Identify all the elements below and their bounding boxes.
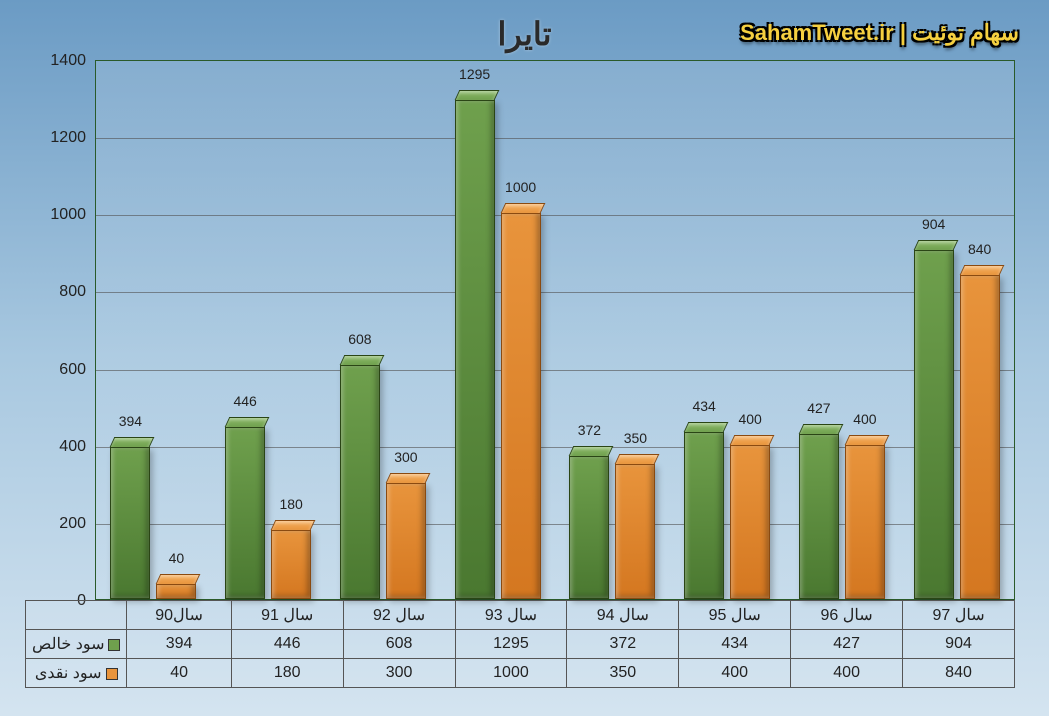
y-tick-label: 1200: [41, 129, 86, 147]
data-table: سال90سال 91سال 92سال 93سال 94سال 95سال 9…: [25, 600, 1015, 688]
bar-group: 904840: [899, 61, 1014, 599]
data-cell: 350: [567, 659, 679, 688]
bar-value-label: 1000: [505, 179, 536, 195]
chart-plot-area: 0200400600800100012001400 39440446180608…: [95, 60, 1015, 600]
bar: 350: [615, 454, 655, 599]
bar-value-label: 400: [853, 411, 876, 427]
category-header: سال 92: [343, 601, 455, 630]
bar: 434: [684, 422, 724, 599]
category-header: سال 91: [231, 601, 343, 630]
bar-value-label: 350: [624, 430, 647, 446]
bars-container: 3944044618060830012951000372350434400427…: [96, 61, 1014, 599]
bar-value-label: 394: [119, 413, 142, 429]
y-tick-label: 1000: [41, 206, 86, 224]
bar-value-label: 840: [968, 241, 991, 257]
chart-title: تایرا: [497, 15, 551, 53]
bar-value-label: 608: [348, 331, 371, 347]
bar: 1295: [455, 90, 495, 600]
data-cell: 400: [679, 659, 791, 688]
bar: 300: [386, 473, 426, 599]
category-header: سال 96: [791, 601, 903, 630]
bar: 180: [271, 520, 311, 599]
bar-value-label: 372: [578, 422, 601, 438]
legend-label: سود نقدی: [35, 665, 102, 682]
bar: 40: [156, 574, 196, 599]
bar-group: 446180: [211, 61, 326, 599]
y-tick-label: 1400: [41, 52, 86, 70]
bar: 608: [340, 355, 380, 600]
bar-group: 608300: [326, 61, 441, 599]
legend-cell: سود نقدی: [26, 659, 127, 688]
bar: 372: [569, 446, 609, 599]
data-cell: 400: [791, 659, 903, 688]
data-cell: 1295: [455, 630, 567, 659]
data-cell: 180: [231, 659, 343, 688]
bar-group: 434400: [670, 61, 785, 599]
bar-value-label: 400: [738, 411, 761, 427]
data-cell: 394: [127, 630, 231, 659]
bar-group: 427400: [785, 61, 900, 599]
category-header: سال 95: [679, 601, 791, 630]
legend-cell: سود خالص: [26, 630, 127, 659]
category-header: سال 94: [567, 601, 679, 630]
bar: 446: [225, 417, 265, 599]
bar-value-label: 904: [922, 216, 945, 232]
bar-value-label: 180: [279, 496, 302, 512]
bar: 840: [960, 265, 1000, 599]
data-cell: 608: [343, 630, 455, 659]
swatch-orange-icon: [106, 668, 118, 680]
data-cell: 904: [903, 630, 1015, 659]
data-cell: 840: [903, 659, 1015, 688]
category-header: سال90: [127, 601, 231, 630]
y-tick-label: 200: [41, 515, 86, 533]
data-cell: 1000: [455, 659, 567, 688]
data-cell: 372: [567, 630, 679, 659]
bar: 427: [799, 424, 839, 599]
data-cell: 40: [127, 659, 231, 688]
y-tick-label: 800: [41, 283, 86, 301]
bar-value-label: 434: [692, 398, 715, 414]
category-header: سال 97: [903, 601, 1015, 630]
data-cell: 434: [679, 630, 791, 659]
bar-value-label: 1295: [459, 66, 490, 82]
legend-header-blank: [26, 601, 127, 630]
y-tick-label: 600: [41, 361, 86, 379]
swatch-green-icon: [108, 639, 120, 651]
data-cell: 300: [343, 659, 455, 688]
watermark: سهام توئیت | SahamTweet.ir: [740, 20, 1019, 46]
bar-value-label: 300: [394, 449, 417, 465]
bar: 400: [730, 435, 770, 599]
bar: 1000: [501, 203, 541, 599]
bar: 400: [845, 435, 885, 599]
bar-value-label: 40: [169, 550, 185, 566]
bar-group: 12951000: [440, 61, 555, 599]
category-header: سال 93: [455, 601, 567, 630]
data-cell: 427: [791, 630, 903, 659]
bar-group: 39440: [96, 61, 211, 599]
bar: 394: [110, 437, 150, 599]
data-cell: 446: [231, 630, 343, 659]
y-tick-label: 400: [41, 438, 86, 456]
bar-value-label: 446: [233, 393, 256, 409]
legend-label: سود خالص: [32, 636, 104, 653]
bar-group: 372350: [555, 61, 670, 599]
bar: 904: [914, 240, 954, 599]
bar-value-label: 427: [807, 400, 830, 416]
